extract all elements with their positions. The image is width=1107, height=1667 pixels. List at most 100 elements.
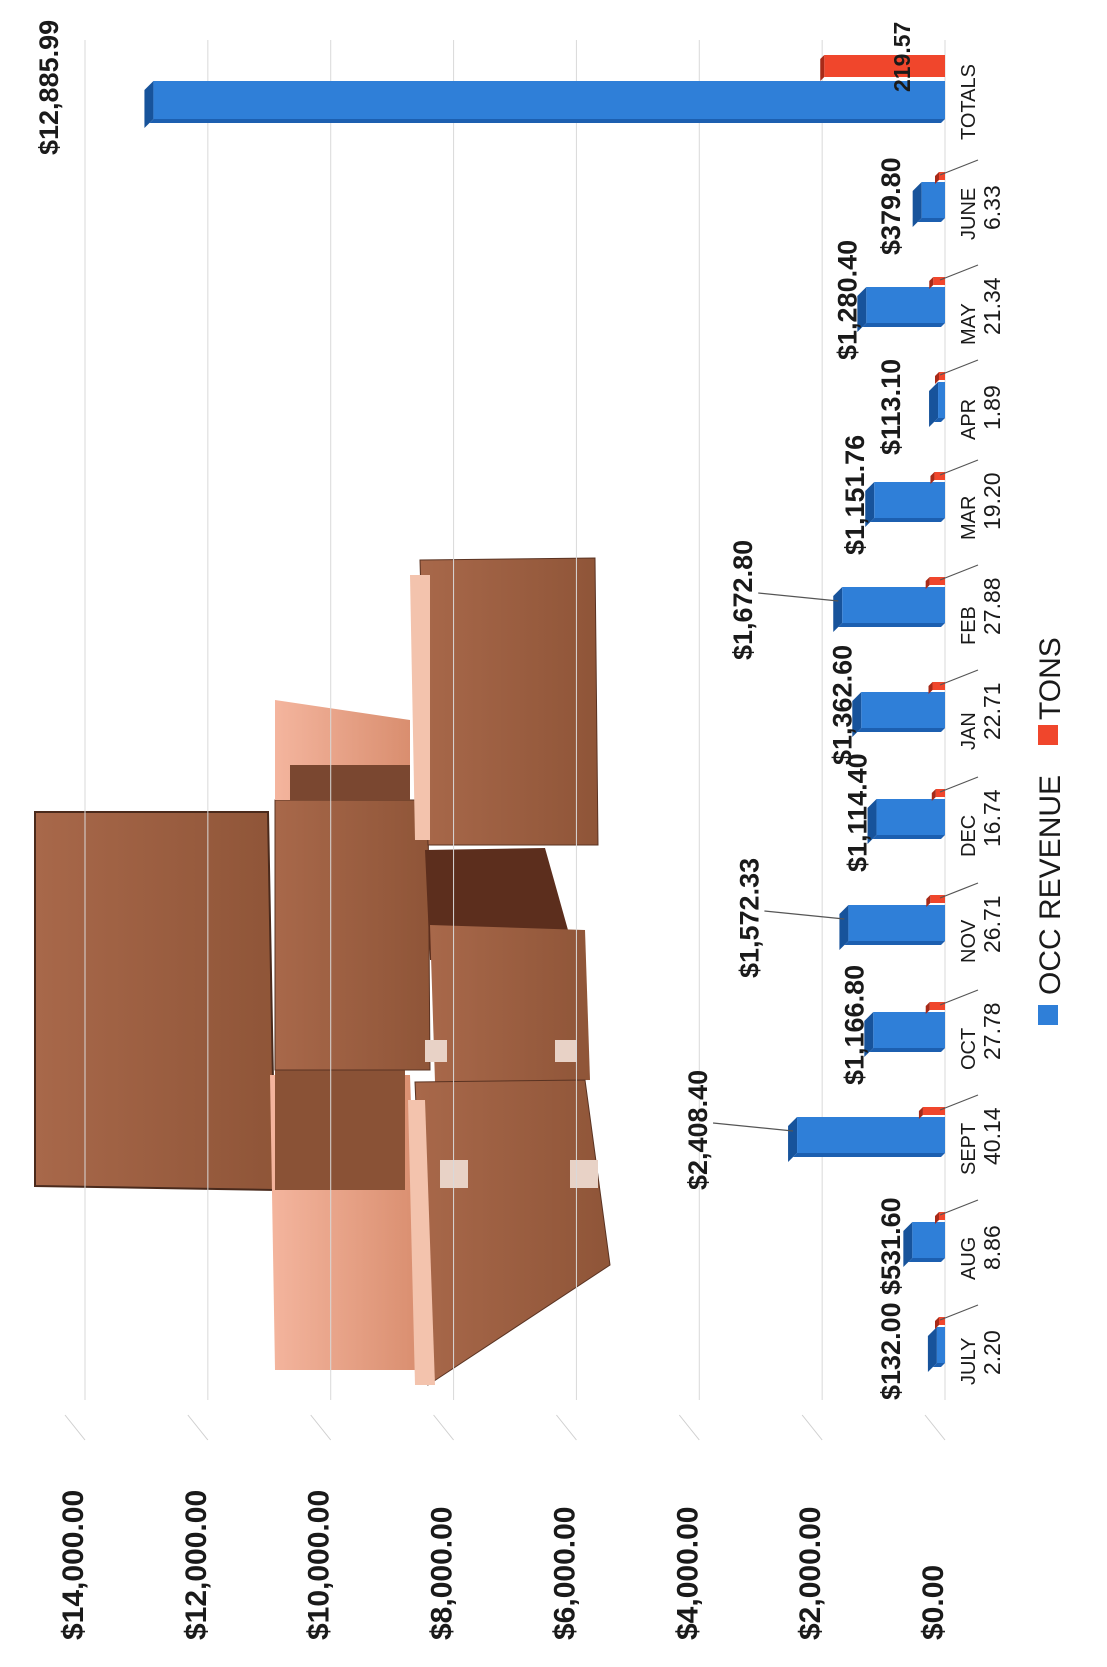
legend: OCC REVENUE TONS: [1034, 637, 1067, 1025]
category-label: NOV: [958, 919, 980, 963]
legend-swatch: [1038, 725, 1058, 745]
leader-line: [940, 565, 978, 580]
revenue-value-label: $1,151.76: [840, 435, 870, 555]
revenue-value-label: $1,166.80: [839, 965, 869, 1085]
tons-bar: [930, 895, 945, 903]
leader-line: [940, 265, 978, 280]
axis-tick-label: $6,000.00: [548, 1507, 581, 1640]
tons-value-label: 40.14: [979, 1107, 1005, 1165]
tons-bar: [824, 55, 945, 77]
tons-bar: [923, 1107, 945, 1115]
revenue-bar-bottom: [870, 518, 945, 522]
revenue-value-label: $1,572.33: [734, 858, 764, 978]
leader-line: [940, 1095, 978, 1110]
revenue-bar: [877, 799, 945, 835]
category-label: SEPT: [958, 1123, 980, 1175]
tons-value-label: 2.20: [979, 1330, 1005, 1375]
leader-line: [940, 160, 978, 175]
tons-value-label: 6.33: [979, 185, 1005, 230]
revenue-bar: [938, 382, 945, 418]
tons-value-label: 26.71: [979, 895, 1005, 953]
leader-line: [940, 883, 978, 898]
gridline-perspective: [65, 1415, 85, 1440]
gridline-perspective: [802, 1415, 822, 1440]
axis-tick-label: $2,000.00: [794, 1507, 827, 1640]
category-label: JUNE: [958, 188, 980, 240]
revenue-bar: [797, 1117, 945, 1153]
revenue-bar: [848, 905, 945, 941]
revenue-bar: [861, 692, 945, 728]
axis-tick-label: $10,000.00: [303, 1490, 336, 1640]
gridline-perspective: [679, 1415, 699, 1440]
leader-line: [940, 360, 978, 375]
revenue-value-label: $12,885.99: [34, 20, 64, 155]
axis-tick-label: $0.00: [917, 1565, 950, 1640]
revenue-value-label: $113.10: [876, 359, 906, 455]
revenue-bar-bottom: [793, 1153, 945, 1157]
revenue-value-label: $132.00: [876, 1302, 906, 1400]
revenue-bar-bottom: [844, 941, 945, 945]
revenue-bar-bottom: [838, 623, 945, 627]
gridline-perspective: [311, 1415, 331, 1440]
revenue-bar: [937, 1327, 945, 1363]
gridline-perspective: [434, 1415, 454, 1440]
revenue-bar: [842, 587, 945, 623]
cardboard-boxes-image: [35, 558, 610, 1385]
category-label: MAR: [958, 496, 980, 540]
revenue-bar-bottom: [918, 218, 945, 222]
revenue-bar: [922, 182, 945, 218]
leader-line: [758, 593, 838, 601]
revenue-value-label: $2,408.40: [683, 1070, 713, 1190]
tons-bar: [930, 1002, 945, 1010]
tons-value-label: 1.89: [979, 385, 1005, 430]
category-label: AUG: [958, 1237, 980, 1280]
leader-line: [940, 990, 978, 1005]
revenue-value-label: $531.60: [876, 1197, 906, 1295]
legend-label: TONS: [1034, 637, 1067, 720]
revenue-bar: [874, 482, 945, 518]
axis-tick-label: $14,000.00: [57, 1490, 90, 1640]
revenue-bar-bottom: [873, 835, 945, 839]
axis-tick-label: $12,000.00: [180, 1490, 213, 1640]
tons-bar-side: [820, 55, 824, 81]
revenue-bar: [866, 287, 945, 323]
tons-value-label: 16.74: [979, 789, 1005, 847]
category-label: JAN: [958, 712, 980, 750]
revenue-bar: [912, 1222, 945, 1258]
tons-bar: [930, 577, 945, 585]
axis-tick-label: $4,000.00: [671, 1507, 704, 1640]
legend-label: OCC REVENUE: [1034, 775, 1067, 995]
category-label: JULY: [958, 1338, 980, 1385]
leader-line: [940, 1305, 978, 1320]
revenue-value-label: $1,362.60: [827, 645, 857, 765]
revenue-bar-bottom: [862, 323, 945, 327]
revenue-bar: [153, 81, 945, 119]
tons-value-label: 21.34: [979, 277, 1005, 335]
leader-line: [764, 911, 844, 919]
tons-value-label: 27.78: [979, 1002, 1005, 1060]
tons-value-label: 219.57: [889, 22, 915, 92]
category-labels: JULY AUG SEPT OCT NOV DEC JAN FEB MAR APR MAY JUNE T…: [958, 64, 980, 1385]
axis-tick-label: $8,000.00: [426, 1507, 459, 1640]
revenue-value-label: $1,280.40: [832, 240, 862, 360]
tons-value-label: 8.86: [979, 1225, 1005, 1270]
category-label: TOTALS: [958, 64, 980, 140]
gridline-perspective: [556, 1415, 576, 1440]
tons-value-label: 19.20: [979, 472, 1005, 530]
tons-value-label: 22.71: [979, 682, 1005, 740]
value-axis: $0.00 $2,000.00 $4,000.00 $6,000.00 $8,000.0…: [57, 1490, 950, 1640]
revenue-value-label: $1,672.80: [728, 540, 758, 660]
revenue-value-label: $379.80: [876, 157, 906, 255]
legend-swatch: [1038, 1005, 1058, 1025]
revenue-value-label: $1,114.40: [843, 753, 873, 872]
leader-line: [940, 670, 978, 685]
leader-line: [940, 777, 978, 792]
tons-value-label: 27.88: [979, 577, 1005, 635]
category-label: FEB: [958, 606, 980, 645]
leader-line: [940, 460, 978, 475]
revenue-bar-bottom: [908, 1258, 945, 1262]
category-label: DEC: [958, 815, 980, 857]
revenue-bar: [873, 1012, 945, 1048]
category-label: OCT: [958, 1028, 980, 1070]
